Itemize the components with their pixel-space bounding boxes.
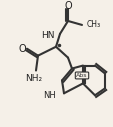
Text: Abs: Abs [76,73,87,78]
Text: O: O [18,44,26,54]
Text: CH₃: CH₃ [86,20,100,29]
Text: HN: HN [41,31,54,40]
Text: O: O [64,1,71,11]
Text: NH: NH [43,91,55,100]
Text: NH₂: NH₂ [25,74,42,83]
